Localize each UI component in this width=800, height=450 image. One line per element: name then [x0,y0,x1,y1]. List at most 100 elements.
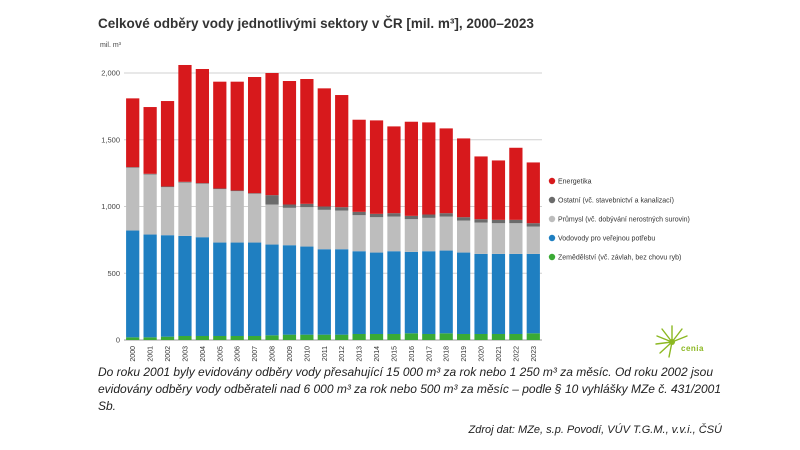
stacked-bar-chart: 0 500 1,000 1,500 2,000 2000 2001 2002 2003 2004 2… [101,64,690,362]
bar-segment [126,167,140,168]
x-tick-label: 2022 [513,346,520,362]
legend-label: Zemědělství (vč. závlah, bez chovu ryb) [558,255,681,262]
legend-marker [548,253,556,261]
bar-segment [126,98,140,168]
bar-segment [317,334,331,340]
bar-segment [509,147,523,220]
bar-segment [335,95,349,208]
bar-segment [491,253,506,334]
bar-segment [265,335,279,340]
x-tick-label: 2019 [461,346,468,362]
bar-segment [457,138,471,218]
legend-marker [548,196,556,204]
bar-segment [369,252,384,334]
bar-segment [335,207,349,211]
bar-segment [282,207,297,246]
bar-segment [195,68,209,184]
y-tick-label: 0 [116,336,120,345]
legend-label: Ostatní (vč. stavebnictví a kanalizací) [558,198,674,205]
bar-segment [317,249,331,335]
x-tick-label: 2004 [200,346,207,362]
x-tick-label: 2005 [217,346,224,362]
bar-segment [422,217,436,252]
bar-segment [404,251,418,334]
x-tick-label: 2003 [182,346,189,362]
bar-segment [126,167,140,231]
bar-segment [474,333,488,340]
x-tick-label: 2007 [252,346,259,362]
bar-segment [195,335,209,340]
bar-segment [143,337,157,340]
bar-segment [352,211,366,216]
legend-label: Průmysl (vč. dobývání nerostných surovin… [558,216,690,224]
bar-segment [526,226,540,254]
bar-segment [178,335,192,340]
bar-segment [126,337,140,340]
bar-segment [248,77,262,194]
bar-segment [143,173,157,175]
bar-segment [300,203,314,208]
bar-segment [369,333,384,340]
bar-segment [352,119,366,212]
bar-segment [369,213,384,218]
bar-segment [282,204,297,208]
bar-segment [439,213,453,217]
bar-segment [126,230,140,338]
bar-segment [457,333,471,340]
bar-segment [526,253,540,334]
bar-segment [422,251,436,334]
bar-segment [230,81,244,191]
chart-title: Celkové odběry vody jednotlivými sektory… [98,16,534,31]
x-tick-label: 2020 [479,346,486,362]
bar-segment [317,209,331,250]
bar-segment [230,191,244,243]
bar-segment [265,73,279,196]
bar-segment [248,193,262,194]
bar-segment [457,252,471,334]
bar-segment [491,219,506,224]
bar-segment [213,335,227,340]
bar-segment [387,251,401,334]
bar-segment [404,121,418,216]
bar-segment [178,181,192,183]
x-tick-label: 2018 [444,346,451,362]
bar-segment [369,120,384,214]
bar-segment [491,160,506,220]
bar-segment [143,174,157,235]
bar-segment [439,333,453,340]
y-tick-label: 1,000 [101,202,120,211]
data-source: Zdroj dat: MZe, s.p. Povodí, VÚV T.G.M.,… [468,424,722,436]
bar-segment [317,206,331,210]
bar-segment [474,222,488,254]
legend-marker [548,215,556,223]
bar-segment [422,214,436,218]
y-tick-label: 2,000 [101,69,120,78]
x-tick-label: 2013 [357,346,364,362]
x-tick-label: 2014 [374,346,381,362]
bar-segment [195,183,209,238]
bar-segment [439,250,453,334]
bar-segment [457,220,471,253]
bar-segment [369,217,384,253]
bar-segment [265,195,279,205]
bar-segment [526,223,540,227]
footnote-text: Do roku 2001 byly evidovány odběry vody … [98,365,722,413]
bar-segment [160,101,175,187]
y-tick-label: 1,500 [101,135,120,144]
x-tick-label: 2012 [339,346,346,362]
x-tick-label: 2023 [531,346,538,362]
bar-segment [230,335,244,340]
bar-segment [213,81,227,189]
bar-segment [526,162,540,224]
bar-segment [160,187,175,236]
bar-segment [195,183,209,184]
logo-text: cenia [681,344,704,353]
x-tick-label: 2021 [496,346,503,362]
bar-segment [352,251,366,334]
x-tick-label: 2010 [304,346,311,362]
bar-segment [300,79,314,204]
x-tick-label: 2000 [130,346,137,362]
bar-segment [387,216,401,252]
bar-segment [230,242,244,336]
legend-marker [548,177,556,185]
